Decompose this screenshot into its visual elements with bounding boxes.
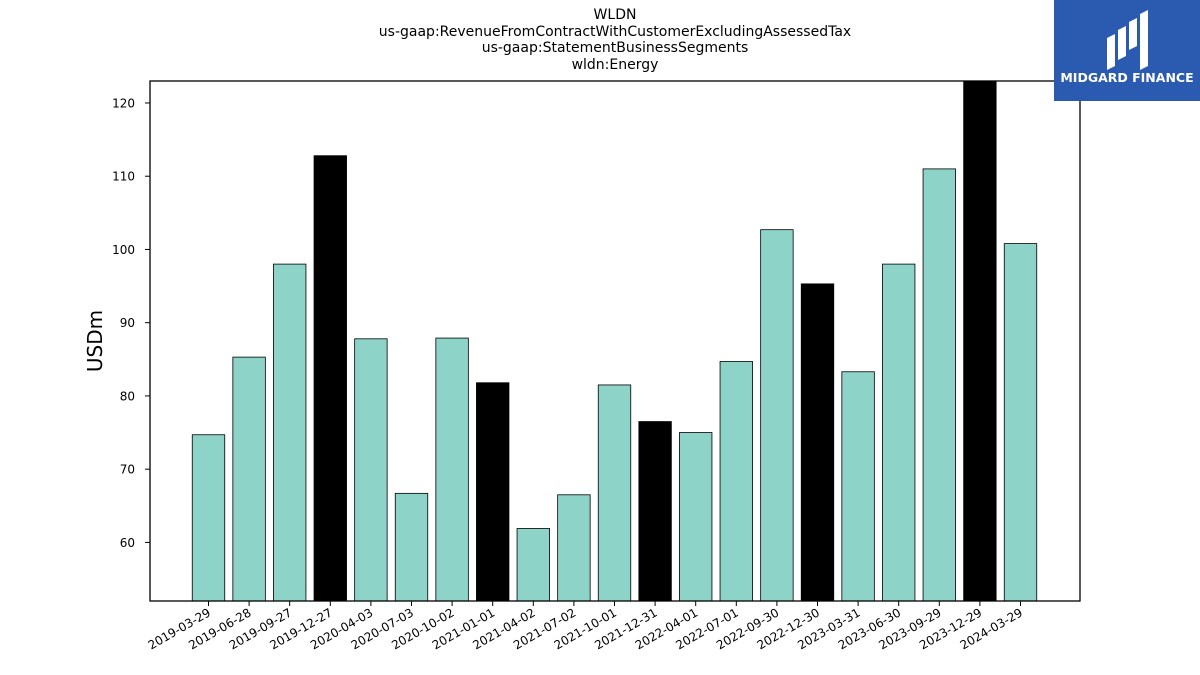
bar-2021-07-02: [557, 494, 591, 602]
bar-2023-06-30: [882, 263, 916, 602]
y-tick-label: 100: [112, 243, 135, 257]
bar-2023-03-31: [841, 371, 875, 602]
y-tick-label: 90: [120, 316, 135, 330]
title-line-3: us-gaap:StatementBusinessSegments: [481, 40, 749, 56]
title-line-2: us-gaap:RevenueFromContractWithCustomerE…: [378, 24, 852, 40]
y-tick-label: 60: [120, 536, 135, 550]
logo-text: MIDGARD FINANCE: [1060, 70, 1194, 85]
bar-2024-03-29: [1003, 243, 1038, 602]
bar-2021-10-01: [597, 384, 632, 602]
bars-group: [191, 80, 1038, 602]
title-line-4: wldn:Energy: [571, 57, 659, 73]
y-axis: 60 70 80 90 100 110 120: [112, 96, 150, 550]
bar-2019-03-29: [191, 434, 226, 602]
bar-2020-07-03: [394, 492, 429, 602]
logo-mark-icon: [1107, 10, 1148, 70]
y-axis-label: USDm: [83, 310, 107, 372]
bar-2019-09-27: [273, 263, 307, 602]
bar-2020-10-02: [435, 337, 469, 602]
y-tick-label: 80: [120, 389, 135, 403]
bar-2023-12-29: [963, 80, 997, 602]
bar-2020-04-03: [354, 338, 388, 602]
y-tick-label: 120: [112, 96, 135, 110]
bar-2022-12-30: [800, 283, 835, 602]
bar-2023-09-29: [922, 168, 956, 602]
x-axis: 2019-03-292019-06-282019-09-272019-12-27…: [146, 601, 1025, 652]
title-line-1: WLDN: [593, 7, 637, 23]
bar-2022-09-30: [760, 229, 794, 602]
y-tick-label: 110: [112, 170, 135, 184]
bar-2021-04-02: [516, 528, 550, 602]
bar-2021-01-01: [476, 382, 510, 602]
bar-2019-06-28: [232, 356, 266, 602]
bar-2019-12-27: [313, 155, 347, 602]
bar-2021-12-31: [638, 421, 672, 602]
midgard-finance-logo: MIDGARD FINANCE: [1054, 0, 1200, 101]
bar-2022-07-01: [719, 361, 753, 602]
y-tick-label: 70: [120, 463, 135, 477]
bar-2022-04-01: [679, 432, 713, 602]
